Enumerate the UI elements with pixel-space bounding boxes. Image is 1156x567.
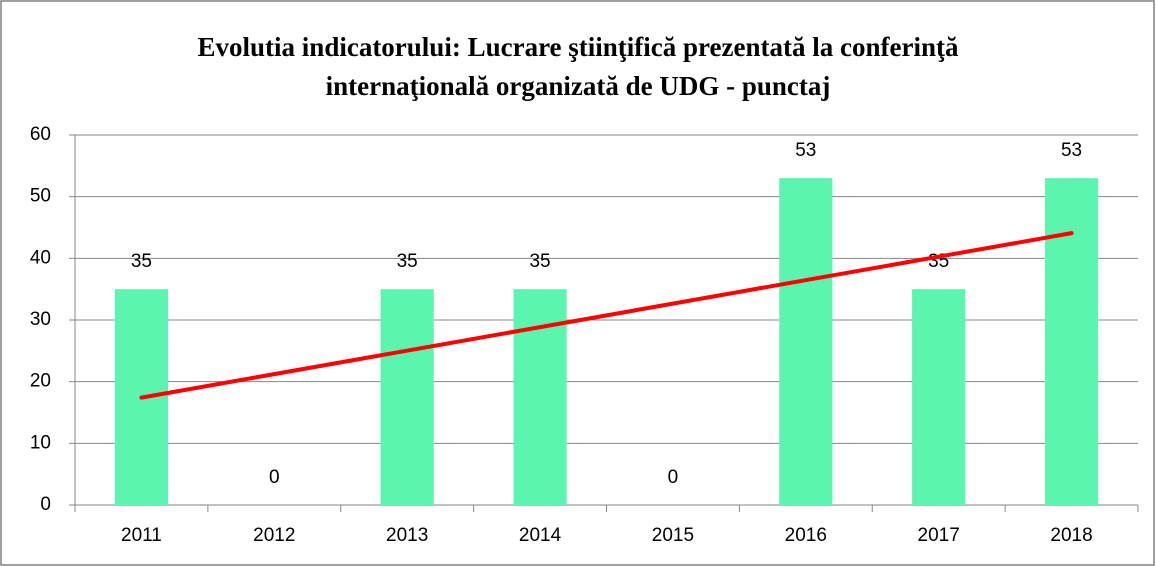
data-label: 35 xyxy=(131,251,152,272)
bar xyxy=(380,289,434,505)
bar xyxy=(779,178,833,505)
y-tick-label: 50 xyxy=(30,186,51,207)
data-label: 35 xyxy=(529,251,550,272)
data-label: 53 xyxy=(1061,140,1082,161)
x-tick-label: 2014 xyxy=(519,525,562,546)
x-tick-label: 2013 xyxy=(386,525,428,546)
y-tick-label: 0 xyxy=(40,494,51,515)
bar xyxy=(1044,178,1099,505)
y-tick-label: 40 xyxy=(30,247,51,268)
data-label: 53 xyxy=(795,140,816,161)
y-tick-label: 10 xyxy=(30,432,51,453)
x-tick-label: 2016 xyxy=(785,525,827,546)
data-label: 0 xyxy=(668,467,679,488)
x-tick-label: 2015 xyxy=(652,525,694,546)
chart-title: Evolutia indicatorului: Lucrare ştiinţif… xyxy=(197,32,959,101)
y-tick-label: 20 xyxy=(30,371,51,392)
x-tick-label: 2017 xyxy=(918,525,960,546)
x-tick-label: 2011 xyxy=(121,525,162,546)
y-tick-label: 30 xyxy=(30,309,51,330)
x-tick-label: 2012 xyxy=(253,525,295,546)
trend-line xyxy=(139,231,1074,400)
bar xyxy=(912,289,966,505)
y-tick-label: 60 xyxy=(30,124,51,145)
data-label: 35 xyxy=(397,251,418,272)
x-tick-label: 2018 xyxy=(1050,525,1092,546)
data-label: 0 xyxy=(269,467,280,488)
bar xyxy=(513,289,567,505)
